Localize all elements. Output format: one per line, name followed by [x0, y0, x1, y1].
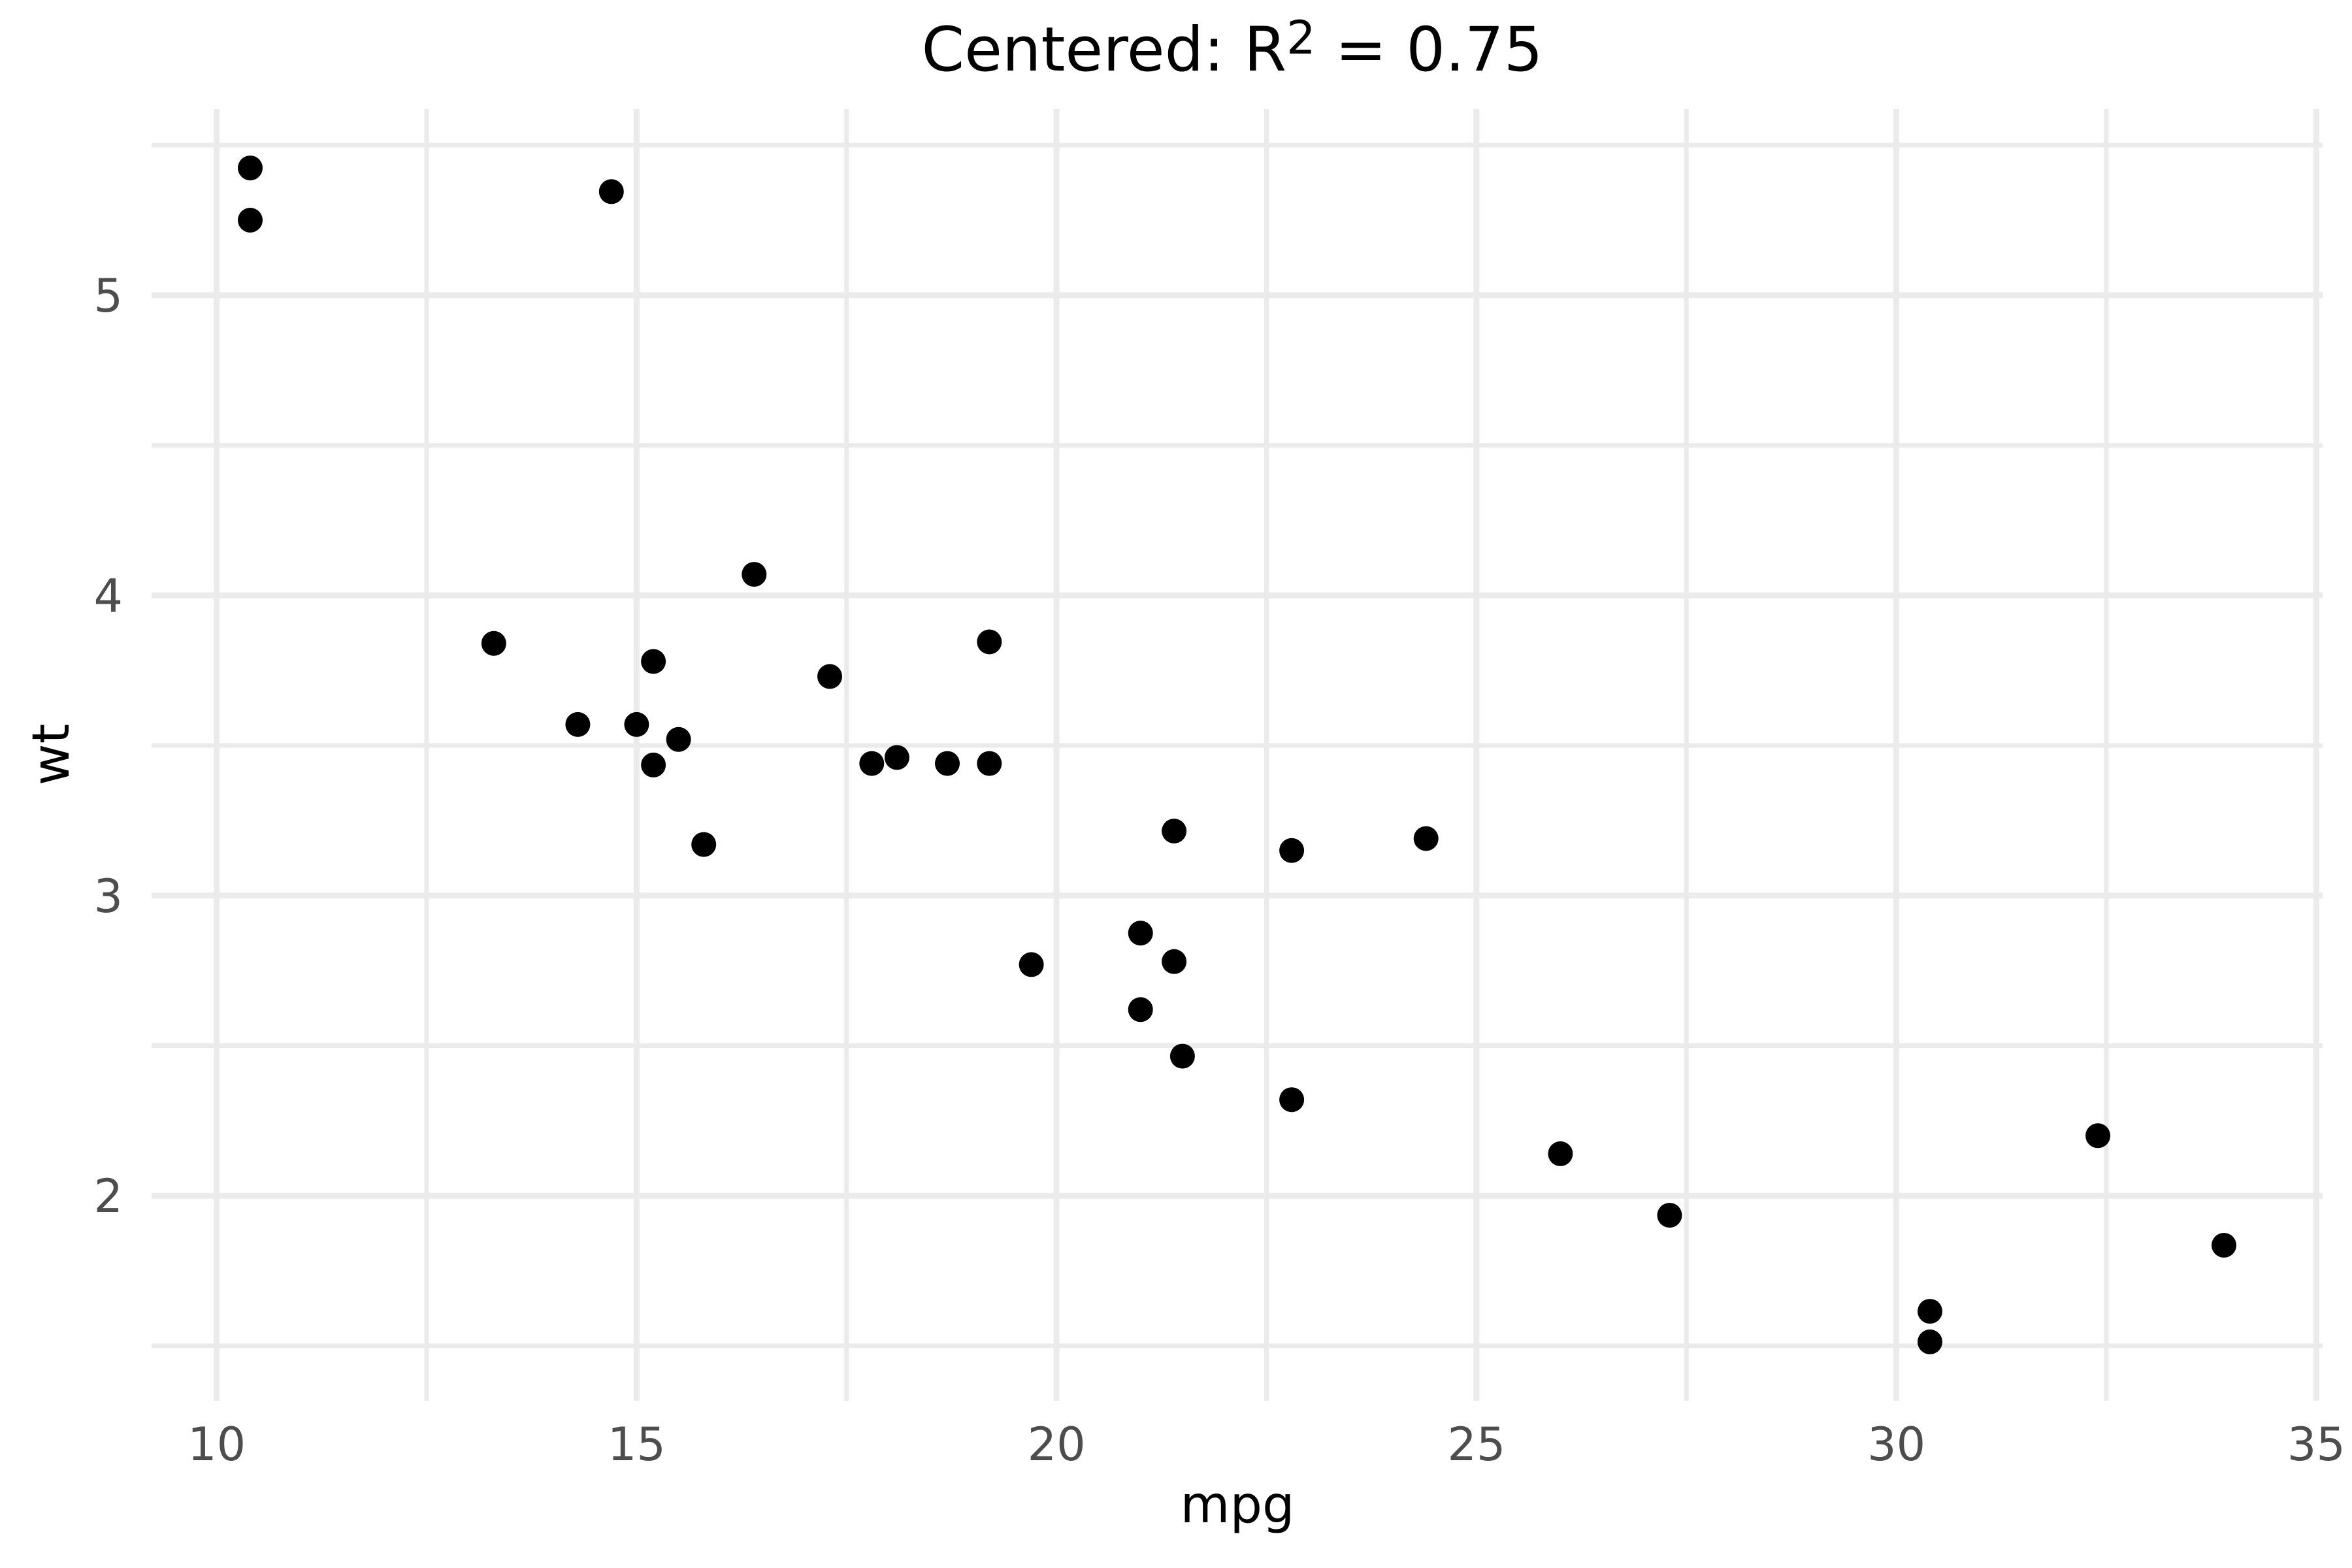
- x-tick-label: 35: [2287, 1418, 2345, 1471]
- data-point: [859, 751, 885, 776]
- data-point: [1279, 838, 1305, 863]
- data-point: [641, 752, 666, 777]
- minor-gridlines: [152, 109, 2323, 1401]
- data-point: [624, 711, 649, 737]
- y-axis-title: wt: [22, 724, 81, 785]
- data-point: [666, 727, 691, 752]
- data-point: [2212, 1233, 2236, 1258]
- data-point: [1279, 1087, 1305, 1113]
- data-point: [977, 629, 1002, 655]
- x-tick-labels: 10 15 20 25 30 35: [188, 1418, 2345, 1471]
- data-point: [742, 562, 767, 587]
- data-point: [598, 179, 624, 204]
- data-point: [641, 649, 666, 674]
- data-point: [1548, 1141, 1573, 1166]
- data-point: [1019, 952, 1044, 977]
- data-point: [1413, 826, 1439, 851]
- data-point: [481, 630, 506, 656]
- major-gridlines: [152, 109, 2323, 1401]
- data-point: [1128, 921, 1153, 946]
- data-point: [817, 664, 842, 689]
- y-tick-label: 5: [93, 269, 123, 323]
- data-point: [238, 155, 263, 181]
- plot-title-suffix: = 0.75: [1316, 14, 1543, 86]
- x-tick-label: 15: [608, 1418, 666, 1471]
- data-point: [1162, 949, 1187, 974]
- data-point: [565, 711, 591, 737]
- data-point: [1918, 1329, 1942, 1354]
- plot-title-superscript: 2: [1286, 11, 1316, 65]
- x-axis-title: mpg: [1180, 1476, 1294, 1535]
- data-point: [691, 832, 717, 857]
- points-layer: [238, 155, 2236, 1354]
- data-point: [238, 208, 263, 233]
- data-point: [884, 745, 909, 770]
- data-point: [977, 751, 1002, 776]
- data-point: [935, 751, 960, 776]
- data-point: [1169, 1043, 1195, 1069]
- x-tick-label: 10: [188, 1418, 246, 1471]
- plot-title: Centered: R2 = 0.75: [921, 11, 1543, 86]
- data-point: [1657, 1203, 1682, 1228]
- data-point: [2085, 1123, 2111, 1149]
- data-point: [1918, 1299, 1942, 1324]
- y-tick-label: 3: [93, 870, 123, 923]
- y-tick-labels: 2 3 4 5: [93, 269, 123, 1223]
- x-tick-label: 30: [1867, 1418, 1925, 1471]
- data-point: [1128, 997, 1153, 1022]
- plot-title-prefix: Centered: R: [921, 14, 1286, 86]
- x-tick-label: 20: [1028, 1418, 1086, 1471]
- data-point: [1162, 819, 1187, 843]
- y-tick-label: 4: [93, 569, 123, 623]
- x-tick-label: 25: [1447, 1418, 1505, 1471]
- y-tick-label: 2: [93, 1169, 123, 1223]
